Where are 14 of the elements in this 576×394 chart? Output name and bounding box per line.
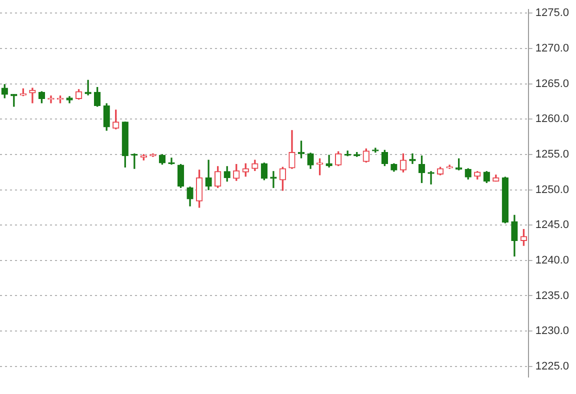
y-tick-label: 1260.0 — [535, 113, 570, 126]
candlestick — [428, 171, 434, 184]
y-tick-label: 1250.0 — [535, 184, 570, 196]
candlestick — [29, 88, 36, 104]
y-tick-label: 1270.0 — [535, 42, 570, 54]
y-tick-label: 1255.0 — [535, 148, 570, 160]
y-tick-label: 1265.0 — [535, 78, 570, 90]
y-tick-label: 1245.0 — [535, 219, 570, 232]
y-tick-label: 1225.0 — [535, 360, 570, 372]
y-tick-label: 1275.0 — [535, 7, 570, 20]
y-tick-label: 1230.0 — [535, 325, 570, 338]
y-tick-label: 1240.0 — [535, 254, 570, 266]
candlestick — [84, 80, 92, 96]
y-tick-label: 1235.0 — [535, 290, 570, 302]
